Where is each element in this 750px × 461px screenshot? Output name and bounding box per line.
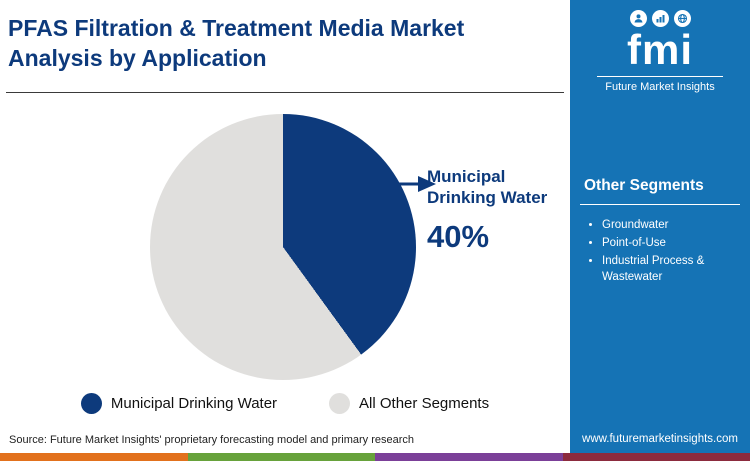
person-icon bbox=[629, 10, 647, 27]
callout: Municipal Drinking Water 40% bbox=[427, 166, 577, 255]
legend-swatch bbox=[329, 393, 351, 414]
other-segments-panel: Other Segments Groundwater Point-of-Use … bbox=[570, 177, 750, 285]
callout-arrow-icon bbox=[382, 176, 436, 192]
callout-label: Municipal Drinking Water bbox=[427, 167, 548, 208]
main-area: PFAS Filtration & Treatment Media Market… bbox=[0, 14, 570, 446]
legend-label: All Other Segments bbox=[359, 395, 490, 412]
strip-segment bbox=[562, 453, 750, 461]
legend-label: Municipal Drinking Water bbox=[110, 395, 278, 412]
bottom-strip bbox=[0, 453, 750, 461]
segment-item: Industrial Process & Wastewater bbox=[602, 253, 742, 285]
logo-icons bbox=[570, 10, 750, 27]
legend: Municipal Drinking Water All Other Segme… bbox=[0, 393, 570, 414]
strip-segment bbox=[0, 453, 188, 461]
logo-divider bbox=[597, 76, 723, 77]
legend-swatch bbox=[80, 393, 102, 414]
pie-chart bbox=[150, 114, 416, 380]
website-link[interactable]: www.futuremarketinsights.com bbox=[582, 433, 738, 445]
fmi-logo: fmi Future Market Insights bbox=[570, 0, 750, 93]
strip-segment bbox=[187, 453, 375, 461]
page-title-line2: Analysis by Application bbox=[8, 44, 267, 71]
segment-item: Groundwater bbox=[602, 217, 742, 233]
callout-value: 40% bbox=[427, 218, 490, 254]
segment-item: Point-of-Use bbox=[602, 235, 742, 251]
page-title: PFAS Filtration & Treatment Media Market… bbox=[8, 14, 464, 74]
chart-icon bbox=[651, 10, 669, 27]
page-title-line1: PFAS Filtration & Treatment Media Market bbox=[8, 15, 465, 41]
legend-item: All Other Segments bbox=[329, 393, 489, 414]
sidebar: fmi Future Market Insights Other Segment… bbox=[570, 0, 750, 453]
globe-icon bbox=[673, 10, 691, 27]
fmi-logo-text: fmi bbox=[627, 26, 693, 73]
segments-divider bbox=[580, 204, 740, 205]
title-divider bbox=[6, 92, 564, 93]
brand-name: Future Market Insights bbox=[605, 81, 715, 93]
legend-item: Municipal Drinking Water bbox=[80, 393, 278, 414]
other-segments-list: Groundwater Point-of-Use Industrial Proc… bbox=[570, 217, 750, 285]
source-text: Source: Future Market Insights' propriet… bbox=[9, 434, 414, 446]
strip-segment bbox=[375, 453, 563, 461]
other-segments-title: Other Segments bbox=[584, 177, 704, 194]
